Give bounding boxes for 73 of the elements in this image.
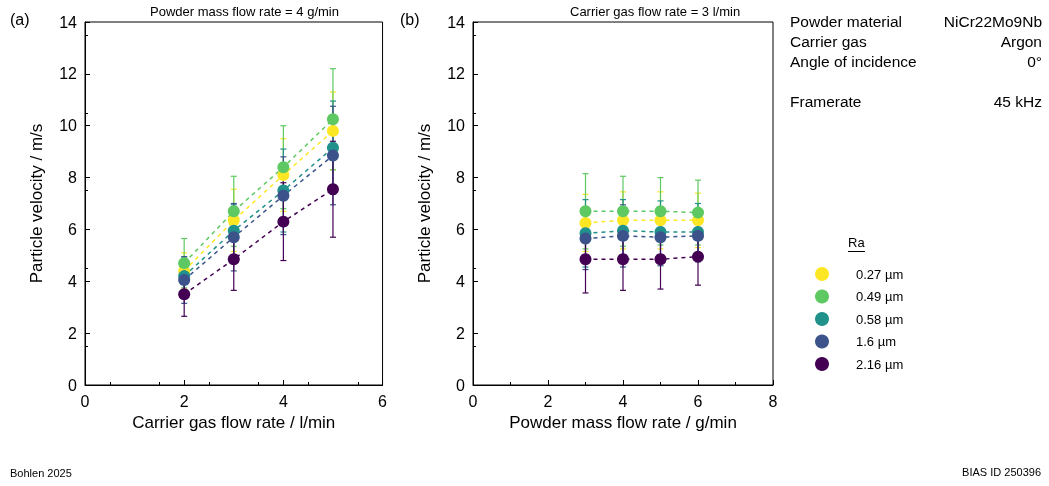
text: (b)	[400, 10, 420, 28]
y-tick-label: 14	[447, 13, 466, 31]
point	[654, 231, 667, 244]
point	[654, 205, 667, 218]
point	[654, 253, 667, 266]
x-tick-label: 4	[618, 392, 628, 410]
text: Carrier gas	[790, 32, 867, 52]
point	[692, 250, 704, 263]
legend-label: 2.16 µm	[856, 356, 904, 372]
text: (a)	[10, 10, 30, 28]
x-axis-title: Powder mass flow rate / g/min	[509, 412, 737, 432]
x-tick-label: 2	[543, 392, 553, 410]
point	[277, 215, 290, 228]
x-tick-label: 0	[80, 392, 90, 410]
text: NiCr22Mo9Nb	[943, 12, 1042, 32]
text: Powder material	[790, 12, 902, 32]
legend-label: 0.27 µm	[856, 266, 904, 282]
text: BIAS ID 250396	[962, 466, 1041, 478]
point	[178, 288, 191, 301]
y-tick-label: 4	[456, 272, 466, 290]
legend-label: 1.6 µm	[856, 334, 897, 349]
point	[227, 231, 240, 244]
legend-label: 0.58 µm	[856, 311, 904, 327]
y-tick-label: 6	[456, 220, 466, 238]
text: Framerate	[790, 92, 862, 112]
x-tick-label: 6	[378, 392, 388, 410]
chart-title: Powder mass flow rate = 4 g/min	[150, 4, 339, 19]
point	[617, 229, 629, 242]
point	[326, 183, 339, 196]
point	[579, 205, 592, 218]
legend-label: 0.49 µm	[856, 289, 904, 304]
y-tick-label: 4	[68, 272, 78, 290]
text: Angle of incidence	[790, 52, 917, 72]
point	[326, 113, 339, 126]
y-tick-label: 2	[456, 324, 466, 342]
y-tick-label: 8	[68, 169, 78, 187]
point	[579, 216, 592, 229]
y-axis-title: Particle velocity / m/s	[27, 123, 46, 284]
y-tick-label: 0	[456, 376, 466, 394]
point	[617, 205, 629, 218]
point	[227, 253, 240, 266]
y-tick-label: 14	[59, 13, 78, 31]
point	[579, 253, 592, 266]
y-tick-label: 8	[456, 169, 466, 187]
point	[277, 189, 290, 202]
y-tick-label: 2	[68, 324, 78, 342]
x-tick-label: 0	[468, 392, 478, 410]
chart-title: Carrier gas flow rate = 3 l/min	[570, 4, 741, 19]
y-tick-label: 0	[68, 376, 78, 394]
x-tick-label: 6	[693, 392, 703, 410]
point	[617, 253, 629, 266]
x-tick-label: 2	[179, 392, 189, 410]
text: 0°	[1027, 52, 1042, 72]
legend-title: Ra	[848, 235, 866, 250]
x-tick-label: 4	[278, 392, 288, 410]
x-tick-label: 8	[768, 392, 778, 410]
text: 45 kHz	[993, 92, 1042, 112]
point	[227, 205, 240, 218]
y-tick-label: 12	[59, 65, 78, 83]
point	[326, 124, 339, 137]
y-tick-label: 12	[447, 65, 466, 83]
y-tick-label: 6	[68, 220, 78, 238]
point	[178, 257, 191, 270]
text: Argon	[1000, 32, 1042, 52]
point	[692, 206, 704, 219]
point	[326, 149, 339, 162]
y-tick-label: 10	[59, 117, 78, 135]
text: Bohlen 2025	[10, 466, 72, 479]
point	[579, 232, 592, 245]
y-axis-title: Particle velocity / m/s	[415, 123, 434, 284]
point	[277, 161, 290, 174]
y-tick-label: 10	[447, 117, 466, 135]
x-axis-title: Carrier gas flow rate / l/min	[132, 412, 336, 432]
